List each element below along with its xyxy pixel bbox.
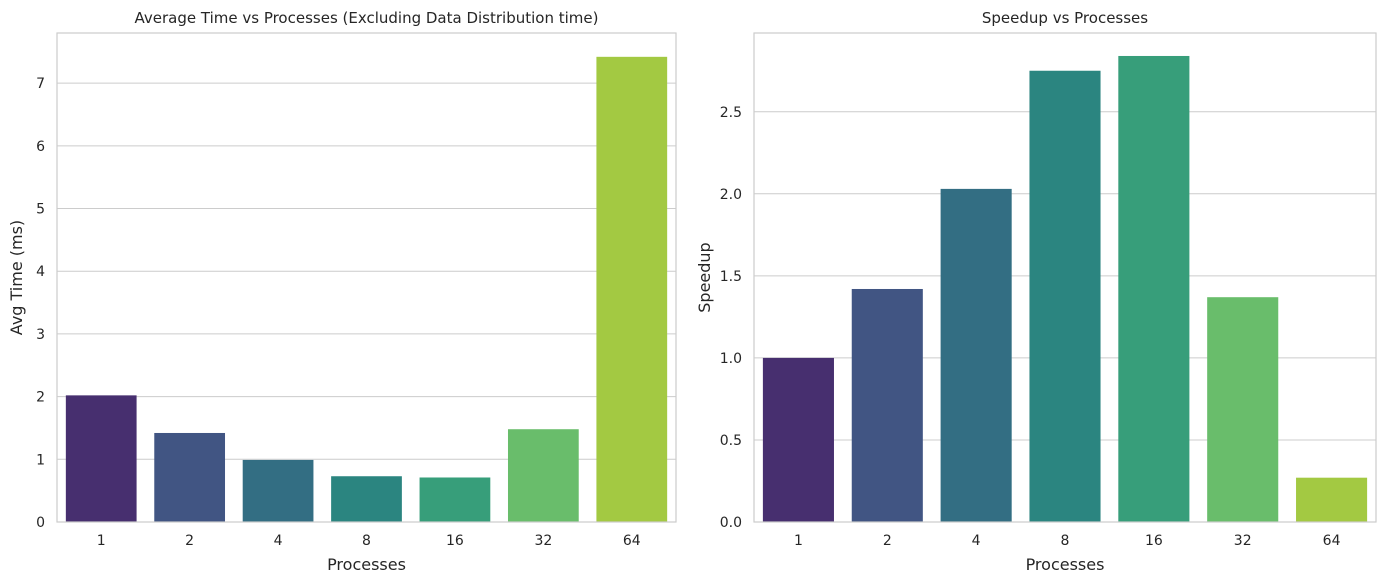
bar-64	[596, 56, 668, 522]
x-tick-label: 8	[1061, 533, 1070, 549]
x-tick-label: 64	[1323, 533, 1341, 549]
bar-64	[1296, 477, 1368, 522]
bar-2	[154, 432, 226, 522]
x-axis-label: Processes	[327, 555, 406, 574]
y-tick-label: 0.0	[720, 515, 742, 531]
x-tick-label: 1	[794, 533, 803, 549]
y-tick-label: 7	[36, 76, 45, 92]
y-tick-label: 1.0	[720, 351, 742, 367]
bar-32	[1207, 297, 1279, 522]
bar-8	[331, 476, 402, 522]
bar-16	[419, 477, 491, 522]
y-axis-label: Speedup	[695, 242, 714, 312]
bar-2	[851, 288, 923, 522]
y-tick-label: 2	[36, 390, 45, 406]
y-tick-label: 0.5	[720, 433, 742, 449]
bar-8	[1029, 70, 1101, 522]
plot-frame	[56, 32, 677, 523]
x-tick-label: 1	[97, 533, 106, 549]
x-tick-label: 64	[623, 533, 641, 549]
y-tick-label: 4	[36, 264, 45, 280]
x-tick-label: 16	[446, 533, 464, 549]
y-tick-label: 2.0	[720, 187, 742, 203]
bar-32	[507, 429, 579, 522]
bar-1	[65, 395, 137, 522]
y-tick-label: 3	[36, 327, 45, 343]
x-tick-label: 8	[362, 533, 371, 549]
x-tick-label: 2	[883, 533, 892, 549]
y-tick-label: 2.5	[720, 105, 742, 121]
y-tick-label: 5	[36, 202, 45, 218]
chart-title: Average Time vs Processes (Excluding Dat…	[135, 9, 599, 27]
bar-4	[940, 188, 1012, 522]
x-tick-label: 4	[972, 533, 981, 549]
x-tick-label: 16	[1145, 533, 1163, 549]
chart-panel-1: 0 1 2 3 4 5 6 7 1 2 4 8 16 32 64 Average Time vs Proces…	[7, 9, 677, 574]
x-axis-label: Processes	[1026, 555, 1105, 574]
bar-1	[762, 357, 834, 522]
chart-panel-2: 0.0 0.5 1.0 1.5 2.0 2.5 1 2 4 8 16 32 64 Speedup vs P…	[695, 9, 1377, 574]
y-axis-label: Avg Time (ms)	[7, 220, 26, 335]
y-tick-label: 1	[36, 452, 45, 468]
x-tick-label: 4	[274, 533, 283, 549]
y-tick-label: 1.5	[720, 269, 742, 285]
x-tick-label: 32	[1234, 533, 1252, 549]
y-tick-label: 0	[36, 515, 45, 531]
x-tick-label: 32	[534, 533, 552, 549]
x-tick-label: 2	[185, 533, 194, 549]
bar-16	[1118, 55, 1190, 523]
bar-4	[242, 459, 314, 522]
y-tick-label: 6	[36, 139, 45, 155]
chart-title: Speedup vs Processes	[982, 9, 1148, 27]
plot-frame	[753, 32, 1377, 523]
